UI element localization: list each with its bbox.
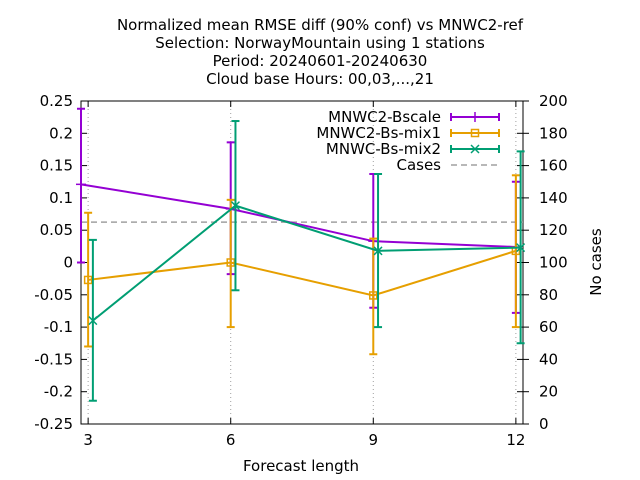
- legend: MNWC2-BscaleMNWC2-Bs-mix1MNWC-Bs-mix2Cas…: [316, 108, 500, 174]
- y2-tick-label-3: 60: [539, 318, 558, 336]
- legend-label-2: MNWC-Bs-mix2: [326, 140, 441, 158]
- title-line-3: Period: 20240601-20240630: [213, 52, 428, 70]
- data-point-2-1: [230, 201, 240, 211]
- y-tick-label-0: -0.25: [34, 415, 73, 433]
- data-point-2-2: [373, 246, 383, 256]
- data-point-0-0: [76, 179, 86, 190]
- x-tick-label-3: 12: [506, 431, 525, 449]
- x-tick-label-2: 9: [369, 431, 379, 449]
- y2-tick-label-6: 120: [539, 221, 568, 239]
- y2-tick-label-1: 20: [539, 383, 558, 401]
- data-point-2-3-b: [516, 243, 526, 253]
- y2-tick-label-9: 180: [539, 124, 568, 142]
- y-tick-label-9: 0.2: [49, 124, 73, 142]
- y-axis-right: 0 20 40 60 80 100 120 140 160 180 200: [523, 92, 568, 433]
- y2-tick-label-8: 160: [539, 157, 568, 175]
- y2-tick-label-7: 140: [539, 189, 568, 207]
- series-2: [88, 120, 526, 402]
- legend-marker-2: [470, 144, 480, 154]
- legend-marker-1: [470, 128, 480, 138]
- data-point-2-0: [88, 316, 98, 326]
- series-1: [83, 174, 521, 356]
- data-point-2-3: [516, 243, 526, 253]
- y2-axis-label: No cases: [587, 228, 605, 296]
- legend-marker-2-b: [470, 144, 480, 154]
- y-axis-left: -0.25 -0.2 -0.15 -0.1 -0.05 0 0.05 0.1 0.15 0.2 0.…: [34, 92, 523, 433]
- x-axis-label: Forecast length: [243, 457, 359, 475]
- y2-tick-label-0: 0: [539, 415, 549, 433]
- data-point-1-0: [83, 275, 93, 285]
- x-axis: 3 6 9 12: [83, 101, 525, 449]
- data-point-2-2-b: [373, 246, 383, 256]
- data-point-2-0-b: [88, 316, 98, 326]
- y-tick-label-10: 0.25: [40, 92, 73, 110]
- y2-tick-label-5: 100: [539, 254, 568, 272]
- series-line-0: [80, 183, 516, 248]
- y-tick-label-4: -0.05: [34, 286, 73, 304]
- chart-title: Normalized mean RMSE diff (90% conf) vs …: [117, 16, 524, 88]
- y2-tick-label-2: 40: [539, 350, 558, 368]
- y-tick-label-6: 0.05: [40, 221, 73, 239]
- title-line-1: Normalized mean RMSE diff (90% conf) vs …: [117, 16, 524, 34]
- legend-marker-0: [470, 112, 480, 122]
- legend-label-1: MNWC2-Bs-mix1: [316, 124, 441, 142]
- y-tick-label-7: 0.1: [49, 189, 73, 207]
- y-tick-label-5: 0: [63, 254, 73, 272]
- x-tick-label-1: 6: [226, 431, 236, 449]
- x-tick-label-0: 3: [83, 431, 93, 449]
- title-line-4: Cloud base Hours: 00,03,...,21: [206, 70, 434, 88]
- data-point-2-1-b: [230, 201, 240, 211]
- data-point-1-2: [369, 291, 378, 300]
- legend-label-0: MNWC2-Bscale: [328, 108, 441, 126]
- data-point-1-1: [226, 258, 235, 267]
- y-tick-label-8: 0.15: [40, 157, 73, 175]
- legend-label-3: Cases: [396, 156, 441, 174]
- y-tick-label-1: -0.2: [44, 383, 73, 401]
- series-0: [76, 107, 521, 314]
- series-line-2: [92, 204, 521, 322]
- y2-tick-label-4: 80: [539, 286, 558, 304]
- y2-tick-label-10: 200: [539, 92, 568, 110]
- title-line-2: Selection: NorwayMountain using 1 statio…: [155, 34, 485, 52]
- y-tick-label-3: -0.1: [44, 318, 73, 336]
- series-group: [76, 107, 526, 402]
- y-tick-label-2: -0.15: [34, 350, 73, 368]
- series-line-1: [88, 249, 517, 297]
